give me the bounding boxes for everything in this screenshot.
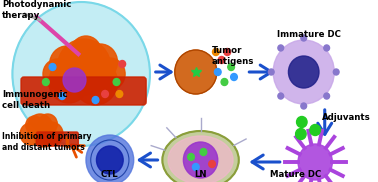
- Circle shape: [71, 36, 101, 68]
- Circle shape: [20, 123, 41, 145]
- Circle shape: [63, 68, 86, 92]
- Text: Adjuvants: Adjuvants: [322, 112, 370, 122]
- Circle shape: [113, 78, 120, 86]
- FancyBboxPatch shape: [21, 77, 146, 105]
- FancyBboxPatch shape: [36, 132, 78, 146]
- Circle shape: [187, 153, 194, 161]
- Text: Immunogenic
cell death: Immunogenic cell death: [2, 90, 68, 110]
- Circle shape: [221, 78, 228, 86]
- Circle shape: [50, 46, 84, 82]
- Circle shape: [28, 114, 53, 140]
- Text: LN: LN: [194, 170, 207, 179]
- Circle shape: [218, 56, 225, 64]
- Circle shape: [92, 96, 99, 104]
- Circle shape: [192, 163, 199, 171]
- Text: CTL: CTL: [101, 170, 119, 179]
- Circle shape: [209, 161, 215, 167]
- Circle shape: [183, 142, 218, 178]
- Circle shape: [268, 69, 274, 75]
- Circle shape: [228, 64, 234, 70]
- Circle shape: [59, 92, 65, 100]
- Circle shape: [34, 127, 53, 147]
- Circle shape: [231, 74, 237, 80]
- Circle shape: [278, 45, 284, 51]
- Circle shape: [324, 45, 330, 51]
- Circle shape: [288, 56, 319, 88]
- Circle shape: [298, 144, 332, 180]
- Circle shape: [278, 93, 284, 99]
- Circle shape: [96, 146, 123, 174]
- Text: Photodynamic
therapy: Photodynamic therapy: [2, 0, 71, 20]
- Circle shape: [224, 48, 231, 56]
- Circle shape: [324, 93, 330, 99]
- Circle shape: [94, 58, 125, 90]
- Circle shape: [12, 2, 150, 146]
- Circle shape: [310, 124, 321, 136]
- Text: Immature DC: Immature DC: [277, 30, 341, 39]
- Circle shape: [102, 90, 108, 98]
- Circle shape: [42, 78, 49, 86]
- Circle shape: [212, 48, 219, 56]
- Circle shape: [301, 103, 307, 109]
- Text: Tumor
antigens: Tumor antigens: [212, 46, 254, 66]
- Circle shape: [74, 59, 118, 105]
- Circle shape: [296, 128, 306, 139]
- Circle shape: [200, 149, 207, 155]
- Circle shape: [43, 59, 72, 89]
- Circle shape: [49, 61, 89, 103]
- Circle shape: [333, 69, 339, 75]
- Circle shape: [297, 116, 307, 128]
- Circle shape: [49, 64, 56, 70]
- Circle shape: [57, 39, 111, 95]
- Circle shape: [38, 114, 57, 134]
- Text: Mature DC: Mature DC: [270, 170, 322, 179]
- Ellipse shape: [168, 136, 233, 182]
- Ellipse shape: [163, 131, 239, 182]
- Circle shape: [273, 40, 334, 104]
- Circle shape: [40, 122, 63, 146]
- Circle shape: [116, 90, 123, 98]
- Text: Inhibition of primary
and distant tumors: Inhibition of primary and distant tumors: [2, 132, 91, 152]
- Circle shape: [83, 44, 118, 80]
- Circle shape: [214, 68, 221, 76]
- Circle shape: [26, 116, 43, 134]
- Circle shape: [301, 35, 307, 41]
- Circle shape: [86, 135, 134, 182]
- Circle shape: [175, 50, 217, 94]
- Circle shape: [119, 60, 125, 68]
